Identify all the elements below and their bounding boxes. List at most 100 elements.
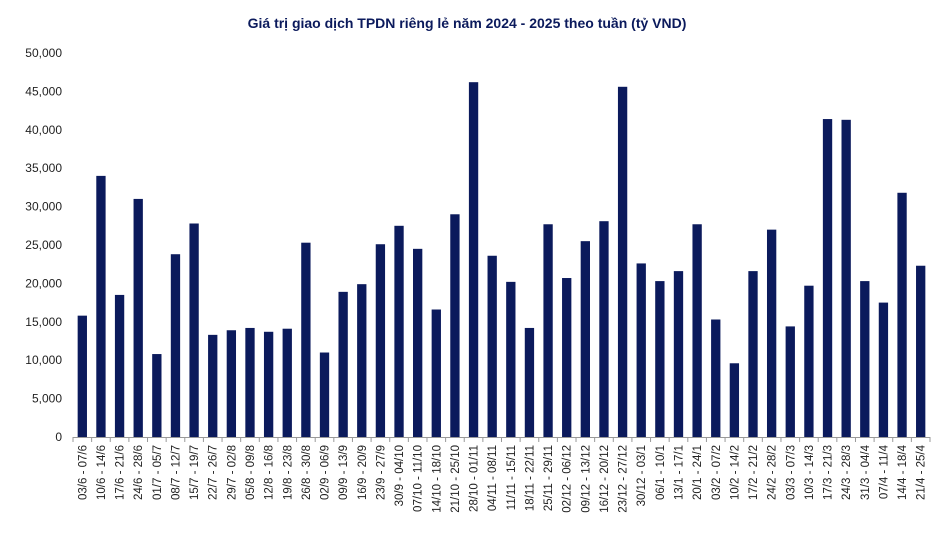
x-tick-label: 18/11 - 22/11 (524, 445, 536, 511)
bar (152, 354, 162, 437)
chart-title: Giá trị giao dịch TPDN riêng lẻ năm 2024… (248, 15, 687, 31)
bar (860, 281, 870, 437)
bar (77, 315, 87, 437)
bar (301, 242, 311, 437)
x-tick-label: 14/10 - 18/10 (431, 445, 443, 513)
bar (96, 175, 106, 437)
x-tick-label: 17/2 - 21/2 (748, 445, 760, 500)
bar (338, 291, 348, 437)
y-tick-label: 10,000 (25, 353, 62, 367)
bar (748, 271, 758, 437)
bar (431, 309, 441, 437)
x-tick-label: 04/11 - 08/11 (487, 445, 499, 511)
x-tick-label: 14/4 - 18/4 (897, 444, 909, 500)
bar (673, 271, 684, 437)
bar (282, 328, 292, 437)
x-tick-label: 10/3 - 14/3 (804, 445, 816, 500)
bar (468, 82, 479, 438)
bar (245, 327, 255, 437)
bar (543, 224, 553, 437)
bar (729, 363, 740, 437)
x-tick-label: 30/12 - 03/1 (636, 445, 648, 506)
bar (357, 284, 367, 437)
bar (599, 221, 609, 437)
x-tick-label: 02/9 - 06/9 (320, 445, 332, 500)
bar (319, 352, 330, 437)
x-tick-label: 17/6 - 21/6 (115, 445, 127, 500)
bar (897, 192, 907, 437)
bar (506, 281, 516, 437)
x-tick-label: 29/7 - 02/8 (226, 445, 238, 500)
x-tick-label: 26/8 - 30/8 (301, 445, 313, 500)
bar (562, 278, 572, 437)
bar (133, 198, 143, 437)
x-tick-label: 21/10 - 25/10 (450, 445, 462, 513)
x-tick-label: 07/4 - 11/4 (878, 444, 890, 499)
x-tick-label: 03/3 - 07/3 (785, 445, 797, 500)
x-tick-label: 16/12 - 20/12 (599, 445, 611, 513)
y-tick-label: 5,000 (32, 392, 62, 406)
x-tick-label: 02/12 - 06/12 (562, 445, 574, 513)
x-tick-label: 07/10 - 11/10 (413, 445, 425, 512)
x-tick-label: 09/12 - 13/12 (580, 445, 592, 513)
bar (394, 225, 404, 437)
bar (711, 319, 721, 437)
bar (804, 285, 814, 437)
x-tick-label: 24/2 - 28/2 (767, 445, 779, 500)
y-axis: 0 5,000 10,000 15,000 20,000 25,000 30,000 35,0… (25, 46, 62, 444)
bar (226, 330, 237, 437)
x-tick-label: 23/12 - 27/12 (618, 445, 630, 513)
x-tick-label: 23/9 - 27/9 (375, 445, 387, 500)
x-tick-label: 09/9 - 13/9 (338, 445, 350, 500)
bar (822, 119, 833, 437)
x-tick-label: 10/2 - 14/2 (729, 445, 741, 500)
x-tick-label: 20/1 - 24/1 (692, 445, 704, 500)
bar (487, 255, 497, 437)
x-tick-label: 28/10 - 01/11 (469, 445, 481, 512)
bar (524, 327, 535, 437)
x-tick-label: 22/7 - 26/7 (208, 445, 220, 500)
x-tick-label: 03/6 - 07/6 (77, 445, 89, 500)
y-tick-label: 45,000 (25, 84, 62, 98)
x-tick-label: 21/4 - 25/4 (916, 444, 928, 500)
x-tick-label: 17/3 - 21/3 (823, 445, 835, 500)
x-tick-label: 24/3 - 28/3 (841, 445, 853, 500)
y-tick-label: 40,000 (25, 123, 62, 137)
bar (170, 254, 181, 437)
y-tick-label: 50,000 (25, 46, 62, 60)
y-tick-label: 0 (55, 430, 62, 444)
y-tick-label: 35,000 (25, 161, 62, 175)
x-tick-label: 31/3 - 04/4 (860, 444, 872, 500)
bar (263, 331, 274, 437)
y-tick-label: 30,000 (25, 200, 62, 214)
x-tick-label: 13/1 - 17/1 (673, 445, 685, 500)
x-tick-label: 24/6 - 28/6 (133, 445, 145, 500)
bar (692, 224, 702, 437)
x-tick-label: 11/11 - 15/11 (506, 445, 518, 510)
x-tick-label: 19/8 - 23/8 (282, 445, 294, 500)
bars (77, 82, 926, 438)
bar (766, 229, 777, 437)
x-tick-label: 16/9 - 20/9 (357, 445, 369, 500)
bar (375, 244, 386, 437)
x-axis: 03/6 - 07/6 10/6 - 14/6 17/6 - 21/6 24/6 - … (72, 437, 931, 513)
x-tick-label: 05/8 - 09/8 (245, 445, 257, 500)
x-tick-label: 15/7 - 19/7 (189, 445, 201, 500)
x-tick-label: 30/9 - 04/10 (394, 445, 406, 506)
bar (655, 281, 665, 437)
bar (916, 265, 926, 437)
x-tick-label: 01/7 - 05/7 (152, 445, 164, 500)
bar (841, 119, 851, 437)
x-tick-label: 12/8 - 16/8 (264, 445, 276, 500)
y-tick-label: 20,000 (25, 276, 62, 290)
bar (208, 334, 218, 437)
y-tick-label: 15,000 (25, 315, 62, 329)
bar (580, 241, 590, 437)
bar (189, 223, 199, 437)
bar (636, 263, 646, 437)
y-tick-label: 25,000 (25, 238, 62, 252)
x-tick-label: 08/7 - 12/7 (170, 445, 182, 500)
x-tick-label: 10/6 - 14/6 (96, 445, 108, 500)
bar (450, 214, 460, 437)
